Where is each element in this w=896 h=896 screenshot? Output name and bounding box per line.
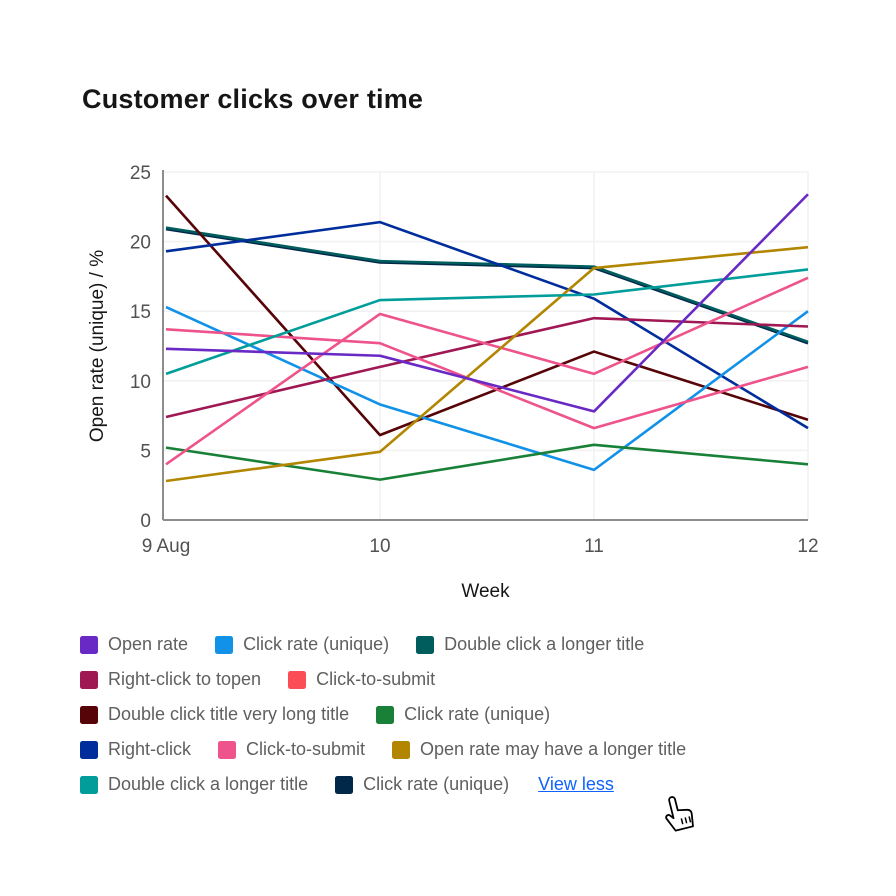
- legend-swatch: [416, 635, 435, 654]
- y-tick-label: 20: [130, 233, 151, 254]
- y-tick-label: 10: [130, 372, 151, 393]
- legend-swatch: [288, 670, 307, 689]
- legend-label: Click rate (unique): [243, 634, 390, 654]
- x-tick-label: 12: [797, 536, 818, 557]
- legend-label: Double click a longer title: [444, 634, 645, 654]
- x-axis-title: Week: [461, 581, 510, 602]
- legend-row: Open rate Click rate (unique) Double click…: [80, 634, 870, 655]
- legend-row: Right-click to topen Click-to-submit: [80, 669, 870, 690]
- legend-row: Double click a longer title Click rate (u…: [80, 774, 870, 795]
- legend-item[interactable]: Double click title very long title: [80, 704, 349, 725]
- series-line: [165, 305, 809, 472]
- hand-cursor-icon: [665, 796, 694, 832]
- x-tick-label: 10: [369, 536, 390, 557]
- x-tick-label: 9 Aug: [142, 536, 191, 557]
- legend-row: Double click title very long title Click …: [80, 704, 870, 725]
- legend-item[interactable]: Open rate: [80, 634, 188, 655]
- legend-swatch: [376, 705, 395, 724]
- chart-legend: Open rate Click rate (unique) Double click…: [80, 634, 870, 795]
- legend-label: Click rate (unique): [404, 704, 551, 724]
- legend-item[interactable]: Double click a longer title: [416, 634, 644, 655]
- legend-swatch: [215, 635, 234, 654]
- y-tick-label: 5: [140, 441, 151, 462]
- legend-swatch: [80, 775, 98, 794]
- legend-item[interactable]: Click rate (unique): [215, 634, 389, 655]
- legend-swatch: [392, 740, 411, 759]
- legend-label: Double click a longer title: [108, 774, 309, 794]
- series-line: [165, 276, 809, 466]
- legend-item[interactable]: Click-to-submit: [288, 669, 435, 690]
- legend-swatch: [80, 740, 98, 759]
- legend-label: Click-to-submit: [246, 739, 366, 759]
- series-line: [165, 316, 809, 419]
- x-tick-label: 11: [584, 536, 604, 557]
- legend-item[interactable]: Click rate (unique): [376, 704, 550, 725]
- y-tick-label: 15: [130, 302, 151, 323]
- legend-item[interactable]: Double click a longer title: [80, 774, 308, 795]
- y-tick-label: 25: [130, 163, 151, 184]
- view-less-link[interactable]: View less: [538, 774, 614, 794]
- series-line: [165, 220, 809, 430]
- legend-item[interactable]: Right-click: [80, 739, 191, 760]
- legend-label: Right-click: [108, 739, 192, 759]
- series-line: [165, 193, 809, 413]
- line-chart: 0 5 10 15 20 25 9 Aug 10 11 12 Week Open rate (uniq…: [87, 163, 819, 602]
- legend-item[interactable]: Click-to-submit: [218, 739, 365, 760]
- legend-swatch: [80, 705, 98, 724]
- legend-swatch: [335, 775, 354, 794]
- legend-label: Right-click to topen: [108, 669, 262, 689]
- legend-item[interactable]: Open rate may have a longer title: [392, 739, 686, 760]
- legend-label: Open rate may have a longer title: [420, 739, 687, 759]
- series-line: [165, 268, 809, 376]
- series-line: [165, 443, 809, 481]
- legend-item[interactable]: Click rate (unique): [335, 774, 509, 795]
- series-line: [165, 194, 809, 437]
- legend-row: Right-click Click-to-submit Open rate may …: [80, 739, 870, 760]
- legend-swatch: [80, 670, 98, 689]
- legend-swatch: [218, 740, 237, 759]
- series-line: [165, 245, 809, 483]
- legend-label: Click-to-submit: [316, 669, 436, 689]
- legend-item[interactable]: Right-click to topen: [80, 669, 261, 690]
- legend-label: Open rate: [108, 634, 189, 654]
- legend-label: Double click title very long title: [108, 704, 350, 724]
- y-tick-label: 0: [140, 511, 151, 532]
- series-line: [165, 227, 809, 345]
- legend-label: Click rate (unique): [363, 774, 510, 794]
- legend-swatch: [80, 635, 98, 654]
- y-axis-title: Open rate (unique) / %: [87, 250, 108, 442]
- chart-title: Customer clicks over time: [82, 84, 424, 114]
